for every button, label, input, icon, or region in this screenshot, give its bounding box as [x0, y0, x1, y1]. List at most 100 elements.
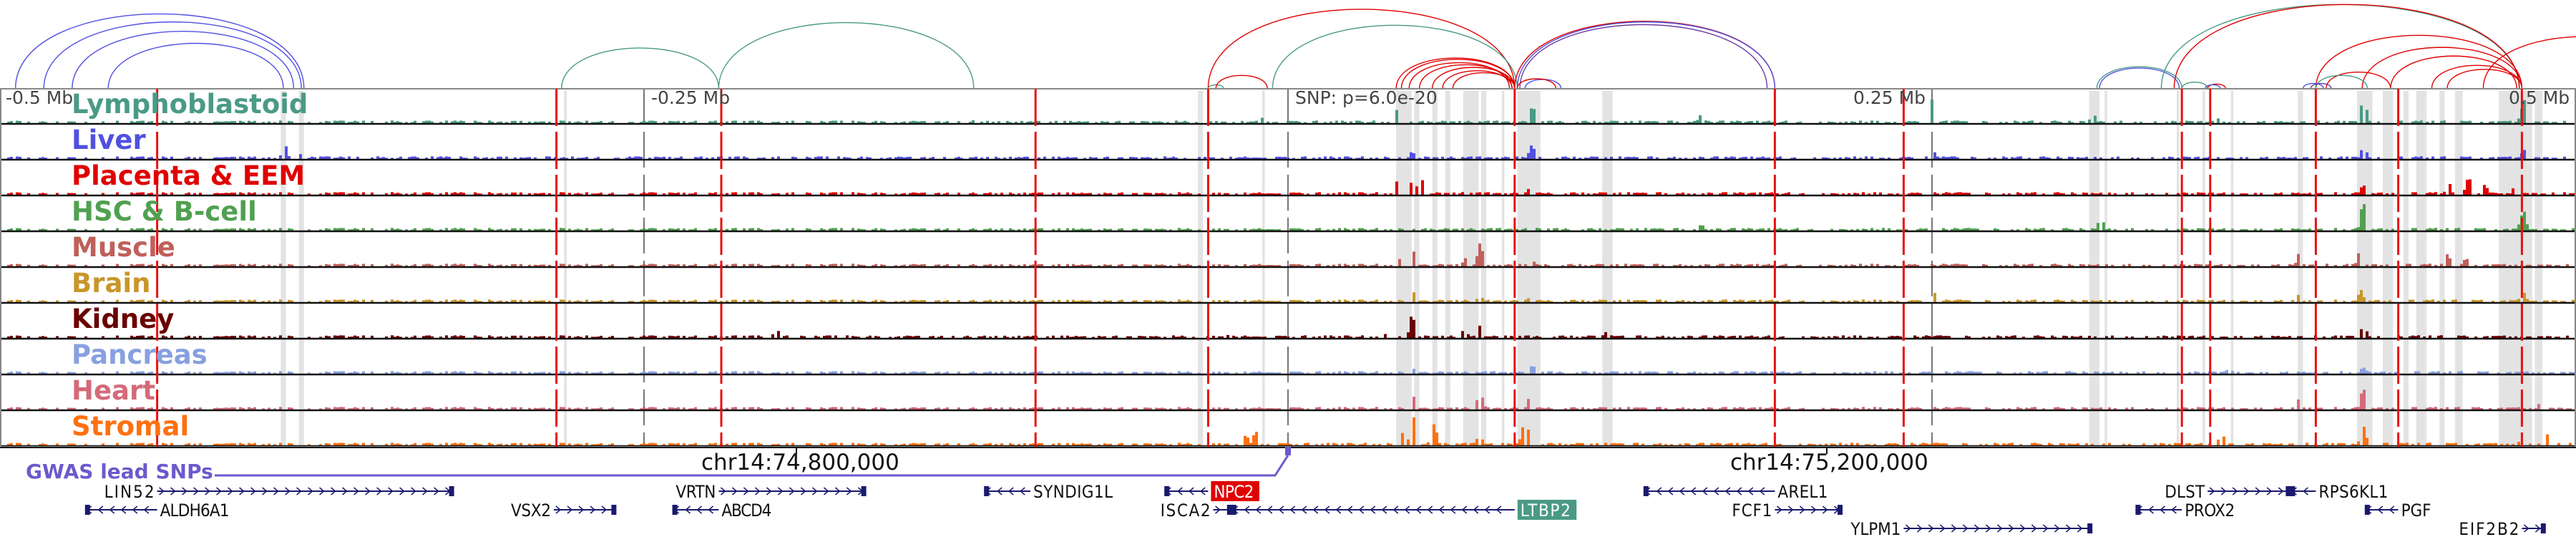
gwas-connector [215, 455, 1289, 477]
highlight-band [564, 91, 567, 445]
gene-npc2[interactable]: NPC2 [1164, 481, 1259, 502]
highlight-band [2383, 91, 2394, 445]
loop-arc [2446, 69, 2523, 90]
track-label: Stromal [72, 411, 190, 442]
loop-arc [2310, 82, 2332, 90]
loop-arc [1519, 24, 1768, 90]
highlight-band [2230, 91, 2234, 445]
gene-arel1[interactable]: AREL1 [1643, 482, 1828, 502]
gene-syndig1l[interactable]: SYNDIG1L [984, 482, 1113, 502]
track-pancreas [0, 366, 2576, 376]
exon [1164, 486, 1170, 496]
highlight-band [298, 91, 304, 445]
gene-prox2[interactable]: PROX2 [2135, 500, 2235, 521]
track-muscle [0, 243, 2576, 268]
exon [2087, 523, 2093, 533]
loop-arc [1272, 24, 1518, 90]
track-label: Placenta & EEM [72, 160, 306, 191]
loop-arc [1514, 21, 1776, 90]
loop-arc [1207, 9, 1516, 90]
track-label: Pancreas [72, 339, 208, 370]
variant-lines [156, 89, 2523, 447]
highlight-band [1501, 91, 1505, 445]
track-heart [0, 390, 2576, 412]
signal-bars [7, 366, 2575, 374]
signal-tracks [0, 88, 2576, 448]
gene-label: EIF2B2 [2459, 519, 2519, 537]
highlight-band [2439, 91, 2445, 445]
highlight-band [2416, 91, 2427, 445]
strand-arrows [2523, 524, 2541, 533]
gene-label: ALDH6A1 [160, 500, 230, 521]
gwas-track [215, 447, 1291, 477]
gene-dlst[interactable]: DLST [2165, 482, 2291, 502]
exon [1838, 505, 1843, 515]
gene-label: ABCD4 [721, 500, 771, 521]
loop-arc [1431, 67, 1516, 90]
highlight-band [1481, 91, 1487, 445]
exon [2285, 486, 2291, 496]
highlight-band [1396, 91, 1412, 445]
loop-arc [107, 42, 284, 90]
loop-arc [2099, 67, 2180, 90]
highlight-band [2357, 91, 2373, 445]
gene-label: RPS6KL1 [2318, 482, 2388, 502]
highlight-band [2089, 91, 2099, 445]
loop-arc [2315, 74, 2368, 90]
track-brain [0, 289, 2576, 304]
highlight-band [2403, 91, 2409, 445]
exon [2540, 523, 2546, 533]
loop-arc [2181, 81, 2208, 90]
gene-label: FCF1 [1732, 500, 1772, 521]
gene-fcf1[interactable]: FCF1 [1732, 500, 1843, 521]
signal-bars [7, 390, 2572, 410]
highlight-band [2202, 91, 2205, 445]
scale-label-minus-quarter: -0.25 Mb [651, 87, 731, 108]
loop-arc [1516, 21, 1776, 90]
signal-bars [7, 179, 2576, 195]
highlight-band [1262, 91, 1265, 445]
gene-isca2[interactable]: ISCA2 [1161, 500, 1232, 521]
gene-lin52[interactable]: LIN52 [104, 482, 454, 502]
track-label: Lymphoblastoid [72, 89, 308, 120]
highlight-band [1463, 91, 1479, 445]
loop-arc [718, 22, 975, 90]
scale-label-plus-quarter: 0.25 Mb [1853, 87, 1926, 108]
gene-eif2b2[interactable]: EIF2B2 [2459, 519, 2546, 537]
loop-arc [1516, 78, 1557, 90]
signal-bars [7, 289, 2575, 302]
gene-aldh6a1[interactable]: ALDH6A1 [84, 500, 230, 521]
track-kidney [0, 316, 2576, 340]
gene-ylpm1[interactable]: YLPM1 [1850, 519, 2093, 537]
loop-arc [1215, 74, 1268, 90]
gene-vrtn[interactable]: VRTN [675, 482, 867, 502]
highlight-band [1602, 91, 1613, 445]
track-label: Heart [72, 375, 155, 406]
gwas-snp-marker[interactable] [1285, 447, 1291, 455]
gene-vsx2[interactable]: VSX2 [511, 500, 617, 521]
highlight-band [2104, 91, 2107, 445]
loop-arc [2204, 84, 2221, 90]
loop-arc [2482, 36, 2576, 90]
track-placenta-eem [0, 179, 2576, 197]
loop-arc [1400, 59, 1516, 90]
loop-arc [14, 13, 305, 90]
loop-arc [2431, 64, 2523, 90]
highlight-band [1198, 91, 1204, 445]
track-liver [0, 145, 2576, 161]
gene-label: PGF [2401, 500, 2431, 521]
gene-label: PROX2 [2185, 500, 2235, 521]
loop-arc [2096, 66, 2182, 90]
gene-pgf[interactable]: PGF [2364, 500, 2431, 521]
highlight-bands [280, 89, 2543, 447]
gene-label: LTBP2 [1521, 500, 1571, 521]
highlight-band [2298, 91, 2303, 445]
track-label: Liver [72, 125, 146, 155]
track-label: Brain [72, 268, 151, 299]
strand-arrows [1776, 505, 1840, 514]
gene-label: ISCA2 [1161, 500, 1211, 521]
gene-ltbp2[interactable]: LTBP2 [1231, 500, 1577, 521]
gene-rps6kl1[interactable]: RPS6KL1 [2290, 482, 2388, 502]
gene-abcd4[interactable]: ABCD4 [672, 500, 772, 521]
loop-arc [2173, 4, 2520, 90]
